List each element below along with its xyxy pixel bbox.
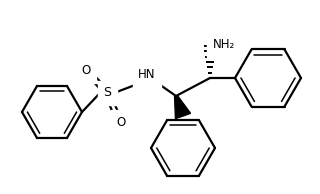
Polygon shape <box>175 95 190 119</box>
Text: O: O <box>116 115 126 128</box>
Text: O: O <box>81 64 91 77</box>
Text: S: S <box>103 87 111 100</box>
Text: NH₂: NH₂ <box>213 38 235 51</box>
Text: HN: HN <box>138 68 156 81</box>
